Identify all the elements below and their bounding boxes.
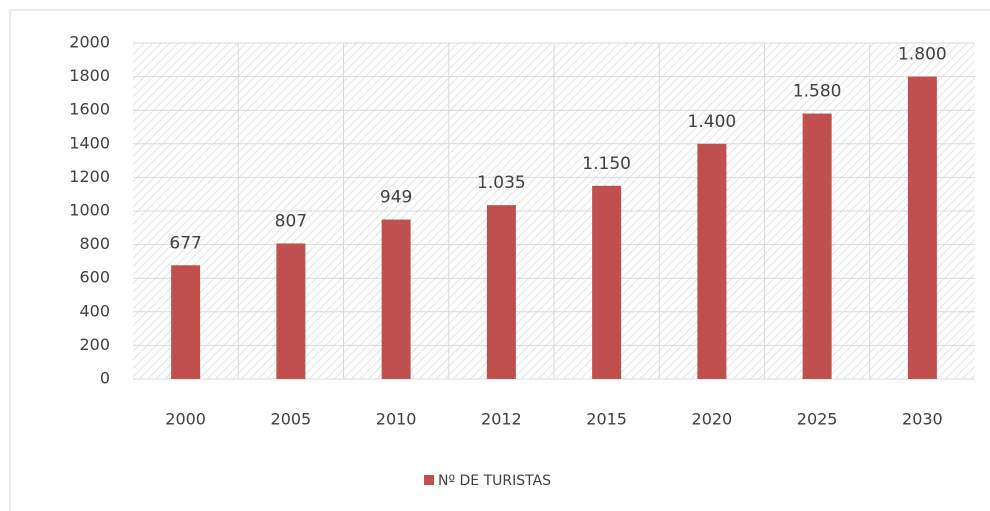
- data-label: 1.035: [477, 173, 526, 193]
- data-label: 949: [380, 188, 412, 208]
- data-label: 1.580: [793, 82, 842, 102]
- bar: [486, 205, 516, 379]
- y-tick-label: 600: [79, 268, 110, 287]
- legend-swatch: [424, 475, 434, 485]
- y-tick-label: 1600: [69, 100, 110, 119]
- data-label: 1.400: [688, 112, 737, 132]
- data-label: 1.150: [582, 154, 631, 174]
- bar: [276, 243, 306, 379]
- y-tick-label: 200: [79, 335, 110, 354]
- y-tick-label: 1000: [69, 201, 110, 220]
- y-tick-label: 1800: [69, 66, 110, 85]
- x-tick-label: 2020: [692, 410, 733, 429]
- bar: [697, 143, 727, 379]
- bar: [907, 76, 937, 379]
- y-tick-label: 1400: [69, 133, 110, 152]
- bar: [171, 265, 201, 379]
- x-tick-label: 2025: [797, 410, 838, 429]
- bar: [381, 219, 411, 379]
- data-label: 677: [169, 233, 201, 253]
- x-tick-label: 2012: [481, 410, 522, 429]
- y-tick-label: 400: [79, 301, 110, 320]
- x-tick-label: 2015: [586, 410, 627, 429]
- x-tick-label: 2000: [165, 410, 206, 429]
- data-label: 1.800: [898, 45, 947, 65]
- data-label: 807: [275, 211, 307, 231]
- x-tick-label: 2030: [902, 410, 943, 429]
- bar: [802, 113, 832, 379]
- y-tick-label: 2000: [69, 33, 110, 52]
- y-tick-label: 0: [100, 369, 110, 388]
- y-tick-label: 800: [79, 234, 110, 253]
- legend-label: Nº DE TURISTAS: [438, 473, 551, 489]
- bar: [592, 185, 622, 379]
- x-tick-label: 2010: [376, 410, 417, 429]
- y-tick-label: 1200: [69, 167, 110, 186]
- x-tick-label: 2005: [271, 410, 312, 429]
